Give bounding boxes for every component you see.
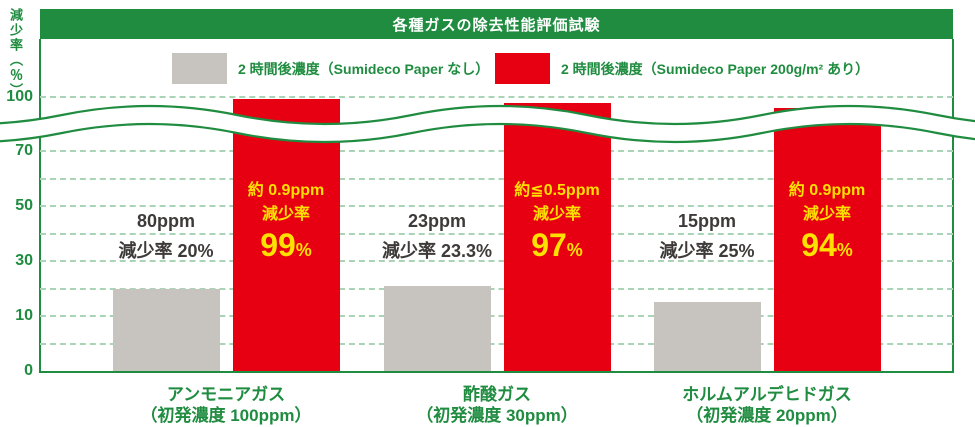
gray-anno-rate-1: 減少率 23.3% bbox=[381, 241, 493, 261]
category-name-0: アンモニアガス bbox=[166, 385, 286, 404]
red-bar-0 bbox=[232, 98, 340, 371]
gridline-60 bbox=[40, 177, 953, 180]
y-tick-50: 50 bbox=[15, 197, 33, 214]
red-anno-ppm-2: 約 0.9ppm bbox=[788, 182, 866, 199]
red-anno-rate-2: 94% bbox=[801, 227, 853, 263]
red-anno-label-2: 減少率 bbox=[802, 206, 851, 223]
y-tick-100: 100 bbox=[6, 88, 33, 105]
gray-bar-annotation-1: 23ppm 減少率 23.3% bbox=[352, 206, 522, 266]
legend-label-with-paper: 2 時間後濃度（Sumideco Paper 200g/m² あり） bbox=[561, 60, 870, 77]
legend-item-with-paper: 2 時間後濃度（Sumideco Paper 200g/m² あり） bbox=[495, 53, 869, 84]
category-label-2: ホルムアルデヒドガス （初発濃度 20ppm） bbox=[607, 384, 927, 426]
red-bar-annotation-1: 約≦0.5ppm 減少率 97% bbox=[504, 180, 611, 269]
category-initial-concentration-0: （初発濃度 100ppm） bbox=[140, 406, 312, 425]
y-tick-30: 30 bbox=[15, 252, 33, 269]
gray-bar-1 bbox=[383, 285, 491, 371]
gridline-30 bbox=[40, 260, 953, 262]
gridline-40 bbox=[40, 232, 953, 235]
category-initial-concentration-1: （初発濃度 30ppm） bbox=[416, 406, 578, 425]
red-anno-ppm-0: 約 0.9ppm bbox=[247, 182, 325, 199]
gray-anno-rate-0: 減少率 20% bbox=[118, 241, 214, 261]
red-bar-1 bbox=[503, 102, 611, 371]
legend-swatch-red bbox=[495, 53, 550, 84]
axis-break-upper-line bbox=[0, 104, 975, 126]
gray-anno-ppm-1: 23ppm bbox=[407, 211, 467, 231]
legend-swatch-gray bbox=[172, 53, 227, 84]
red-anno-label-0: 減少率 bbox=[261, 206, 310, 223]
y-tick-70: 70 bbox=[15, 142, 33, 159]
legend-label-without-paper: 2 時間後濃度（Sumideco Paper なし） bbox=[238, 60, 490, 77]
y-tick-0: 0 bbox=[24, 362, 33, 379]
category-label-0: アンモニアガス （初発濃度 100ppm） bbox=[66, 384, 386, 426]
category-label-1: 酢酸ガス （初発濃度 30ppm） bbox=[337, 384, 657, 426]
x-axis-line bbox=[40, 371, 954, 373]
red-anno-rate-0: 99% bbox=[260, 227, 312, 263]
red-anno-rate-1: 97% bbox=[531, 227, 583, 263]
gray-bar-0 bbox=[112, 288, 220, 371]
chart-title: 各種ガスの除去性能評価試験 bbox=[392, 16, 601, 34]
gray-anno-ppm-2: 15ppm bbox=[677, 211, 737, 231]
red-bar-annotation-0: 約 0.9ppm 減少率 99% bbox=[233, 180, 340, 269]
gridline-100 bbox=[40, 96, 953, 98]
gray-bar-2 bbox=[653, 302, 761, 371]
chart-title-banner: 各種ガスの除去性能評価試験 bbox=[40, 9, 953, 39]
red-bar-2 bbox=[773, 108, 881, 371]
red-anno-ppm-1: 約≦0.5ppm bbox=[514, 182, 600, 199]
gray-anno-rate-2: 減少率 25% bbox=[659, 241, 755, 261]
gridline-70 bbox=[40, 150, 953, 152]
gridline-5 bbox=[40, 342, 953, 345]
axis-break-wave bbox=[0, 104, 975, 144]
red-anno-label-1: 減少率 bbox=[532, 206, 581, 223]
y-tick-10: 10 bbox=[15, 307, 33, 324]
gridline-10 bbox=[40, 315, 953, 317]
category-name-2: ホルムアルデヒドガス bbox=[682, 385, 852, 404]
category-name-1: 酢酸ガス bbox=[463, 385, 531, 404]
gridline-50 bbox=[40, 205, 953, 207]
axis-break-lower-line bbox=[0, 122, 975, 144]
red-bar-annotation-2: 約 0.9ppm 減少率 94% bbox=[774, 180, 881, 269]
gray-bar-annotation-0: 80ppm 減少率 20% bbox=[81, 206, 251, 266]
legend-item-without-paper: 2 時間後濃度（Sumideco Paper なし） bbox=[172, 53, 489, 84]
gray-anno-ppm-0: 80ppm bbox=[136, 211, 196, 231]
plot-right-border bbox=[952, 39, 954, 373]
gray-bar-annotation-2: 15ppm 減少率 25% bbox=[622, 206, 792, 266]
category-initial-concentration-2: （初発濃度 20ppm） bbox=[686, 406, 848, 425]
y-axis-title: 減少率（％） bbox=[8, 8, 23, 98]
gridline-20 bbox=[40, 287, 953, 290]
